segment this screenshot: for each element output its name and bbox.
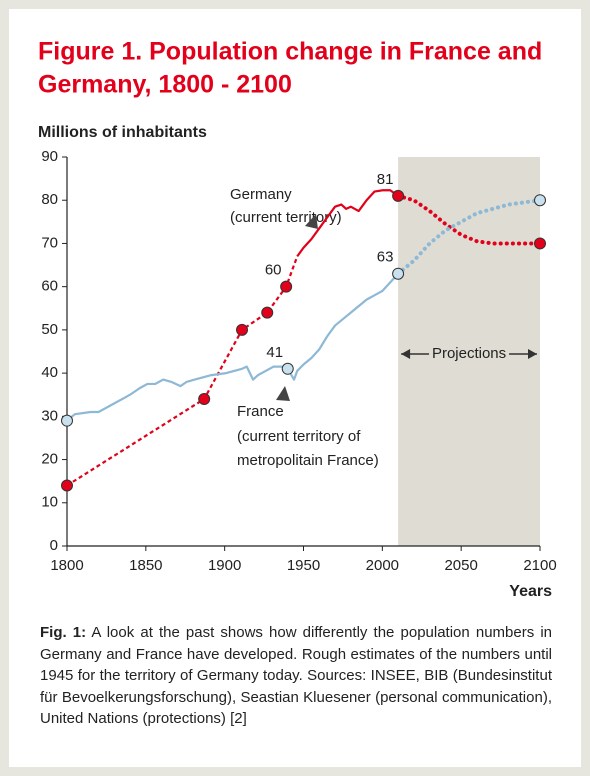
chart-title: Figure 1. Population change in France an…	[38, 38, 542, 66]
y-tick-label: 60	[41, 278, 58, 295]
data-point	[236, 323, 249, 336]
arrow-head	[401, 349, 411, 359]
pointer-arrow	[305, 214, 318, 229]
x-tick-label: 1800	[50, 557, 83, 574]
data-point	[392, 189, 405, 202]
series-line	[396, 198, 542, 276]
data-label: 60	[265, 262, 282, 279]
germany-note: (current territory)	[230, 209, 342, 226]
caption: Fig. 1: A look at the past shows how dif…	[40, 622, 552, 730]
x-tick-label: 2000	[366, 557, 399, 574]
x-tick-label: 1950	[287, 557, 320, 574]
y-tick-label: 20	[41, 451, 58, 468]
data-point	[61, 479, 73, 492]
data-point	[392, 267, 405, 280]
data-point	[261, 306, 274, 319]
x-tick-label: 2050	[444, 557, 477, 574]
chart-title: Germany, 1800 - 2100	[38, 71, 292, 99]
data-point	[198, 393, 211, 406]
y-tick-label: 90	[41, 148, 58, 165]
projection-region: Projections	[398, 157, 540, 546]
france-label: France	[237, 403, 284, 420]
y-axis-label: Millions of inhabitants	[38, 124, 207, 141]
data-point	[534, 237, 546, 250]
caption-label: Fig. 1:	[40, 624, 87, 641]
x-tick-label: 2100	[523, 557, 556, 574]
data-point	[61, 414, 73, 427]
france-note: metropolitain France)	[237, 452, 379, 469]
y-tick-label: 10	[41, 494, 58, 511]
data-point	[280, 280, 293, 293]
series-line	[396, 193, 542, 246]
germany-label: Germany	[230, 186, 292, 203]
y-tick-label: 50	[41, 321, 58, 338]
caption-text: A look at the past shows how differently…	[40, 624, 553, 727]
projection-label: Projections	[432, 345, 506, 362]
x-tick-label: 1850	[129, 557, 162, 574]
y-tick-label: 40	[41, 364, 58, 381]
y-tick-label: 30	[41, 407, 58, 424]
series-line	[66, 272, 399, 422]
data-point	[281, 362, 294, 375]
data-label: 41	[266, 344, 283, 361]
x-axis-label: Years	[509, 583, 552, 600]
data-label: 63	[377, 249, 394, 266]
annotations: Germany (current territory) France (curr…	[230, 186, 379, 469]
series-line	[296, 189, 399, 258]
x-tick-label: 1900	[208, 557, 241, 574]
france-note: (current territory of	[237, 428, 361, 445]
arrow-head	[528, 349, 537, 359]
data-point	[534, 194, 546, 207]
data-label: 81	[377, 171, 394, 188]
projection-shade	[398, 157, 540, 546]
y-tick-label: 0	[50, 537, 58, 554]
pointer-arrow	[276, 386, 290, 401]
y-tick-label: 80	[41, 191, 58, 208]
y-tick-label: 70	[41, 234, 58, 251]
